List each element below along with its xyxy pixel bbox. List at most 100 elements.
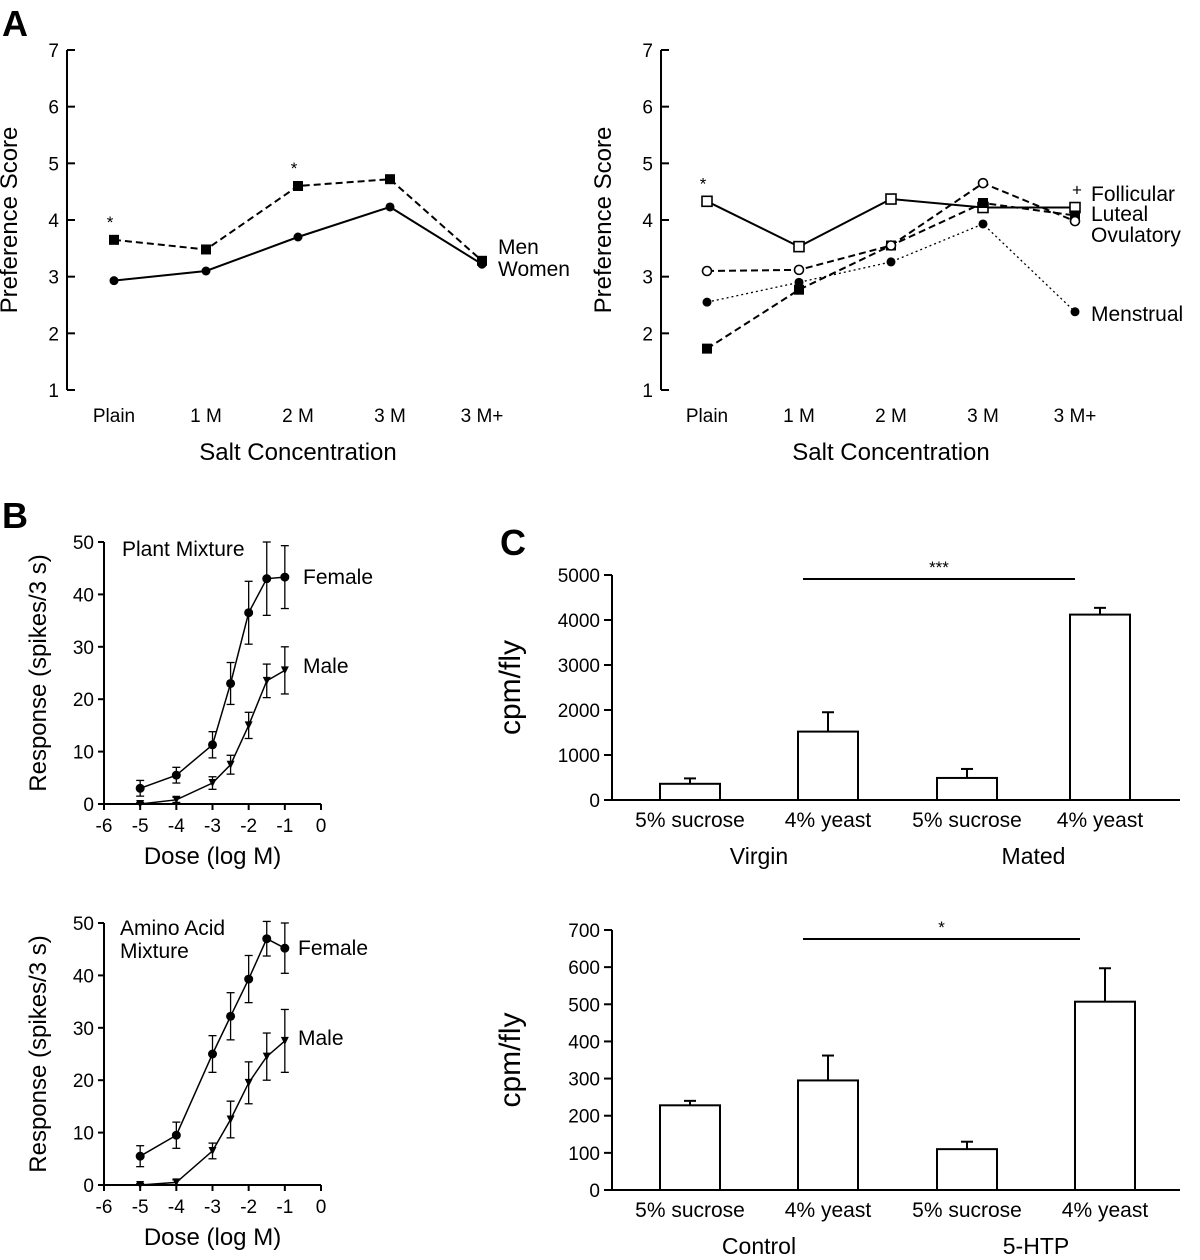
- y-tick-label: 1000: [558, 746, 600, 767]
- x-tick-label: Plain: [686, 406, 728, 427]
- panel-label-a: A: [2, 3, 28, 44]
- data-point: [701, 195, 713, 208]
- series-line-men: [113, 178, 483, 262]
- x-tick-label: -3: [204, 816, 221, 837]
- x-tick-label: 2 M: [282, 406, 314, 427]
- data-point: [244, 974, 254, 984]
- significance-mark: *: [938, 918, 945, 937]
- y-tick-label: 7: [48, 41, 59, 62]
- x-tick-label: -1: [276, 1197, 293, 1218]
- data-point: [385, 174, 395, 185]
- y-tick-label: 20: [73, 690, 94, 711]
- data-point: [885, 193, 897, 205]
- x-tick-label: -6: [96, 1197, 113, 1218]
- x-tick-label: -5: [132, 1197, 149, 1218]
- series-label: Ovulatory: [1091, 224, 1181, 247]
- y-tick-label: 4000: [558, 611, 600, 632]
- data-point: [208, 1146, 217, 1155]
- category-label: 5% sucrose: [912, 809, 1022, 832]
- x-tick-label: 3 M+: [461, 406, 504, 427]
- bar: [797, 730, 859, 801]
- data-point: [171, 1130, 181, 1140]
- significance-mark: +: [1072, 181, 1082, 200]
- category-label: 4% yeast: [785, 1199, 872, 1222]
- data-point: [226, 1011, 236, 1021]
- y-axis-title: Response (spikes/3 s): [25, 554, 52, 791]
- chart-a-left-sex-preference: 1 2 3 4 5 6 7 Plain 1 M 2 M 3 M 3 M+ Salt Concentrat…: [0, 41, 570, 466]
- data-point: [385, 202, 395, 212]
- chart-c-control-5htp: 0 100 200 300 400 500 600 700 cpm/fly 5% sucrose 4…: [494, 918, 1180, 1259]
- category-label: 4% yeast: [1062, 1199, 1149, 1222]
- y-tick-label: 5000: [558, 566, 600, 587]
- bar: [936, 1148, 998, 1191]
- chart-title: Plant Mixture: [122, 538, 245, 561]
- data-point: [135, 1151, 145, 1161]
- x-tick-label: 1 M: [190, 406, 222, 427]
- data-point: [793, 264, 805, 276]
- data-point: [208, 779, 217, 788]
- data-point: [172, 1178, 181, 1187]
- data-point: [171, 770, 181, 780]
- panel-label-c: C: [500, 522, 526, 563]
- y-tick-label: 0: [589, 791, 600, 812]
- bar: [1069, 613, 1131, 801]
- data-point: [794, 277, 804, 287]
- x-axis-title: Salt Concentration: [792, 439, 989, 466]
- significance-mark: *: [700, 174, 707, 193]
- data-point: [172, 795, 181, 804]
- data-point: [794, 284, 804, 295]
- y-tick-label: 30: [73, 1019, 94, 1040]
- series-label: Menstrual: [1091, 303, 1183, 326]
- x-tick-label: 1 M: [783, 406, 815, 427]
- data-point: [702, 343, 712, 354]
- x-tick-label: -4: [168, 1197, 185, 1218]
- data-point: [262, 676, 271, 685]
- x-axis-title: Dose (log M): [144, 1224, 281, 1251]
- x-tick-label: Plain: [93, 406, 135, 427]
- group-label: 5-HTP: [1003, 1233, 1069, 1259]
- y-tick-label: 2000: [558, 701, 600, 722]
- x-tick-label: -4: [168, 816, 185, 837]
- bar: [1074, 1000, 1136, 1192]
- data-point: [293, 232, 303, 242]
- y-tick-label: 0: [83, 1176, 94, 1197]
- category-label: 5% sucrose: [635, 809, 745, 832]
- chart-b-plant-mixture: 0 10 20 30 40 50 -6 -5 -4 -3 -2 -1 0 Dose (log M) Resp…: [25, 533, 373, 870]
- y-tick-label: 3: [48, 268, 59, 289]
- data-point: [1069, 215, 1081, 227]
- series-label: Male: [298, 1027, 344, 1050]
- y-tick-label: 20: [73, 1071, 94, 1092]
- data-point: [244, 721, 253, 730]
- category-label: 4% yeast: [1057, 809, 1144, 832]
- y-tick-label: 1: [48, 381, 59, 402]
- x-tick-label: -5: [132, 816, 149, 837]
- data-point: [136, 1181, 145, 1189]
- category-label: 5% sucrose: [635, 1199, 745, 1222]
- chart-b-amino-acid-mixture: 0 10 20 30 40 50 -6 -5 -4 -3 -2 -1 0 Dose (log M) Resp…: [25, 914, 368, 1251]
- series-label: Men: [498, 236, 539, 259]
- chart-a-right-menstrual-phase: 1 2 3 4 5 6 7 Plain 1 M 2 M 3 M 3 M+ Salt Concentrat…: [590, 41, 1183, 466]
- series-label: Follicular: [1091, 183, 1175, 206]
- series-label: Male: [303, 655, 349, 678]
- data-point: [701, 265, 713, 277]
- data-point: [136, 800, 145, 808]
- data-point: [886, 257, 896, 267]
- data-point: [109, 276, 119, 286]
- data-point: [1070, 210, 1080, 221]
- series-label: Female: [298, 937, 368, 960]
- data-point: [262, 574, 272, 584]
- x-tick-label: -2: [240, 1197, 257, 1218]
- series-line-luteal: [706, 201, 1076, 350]
- x-tick-label: 3 M+: [1054, 406, 1097, 427]
- data-point: [201, 266, 211, 276]
- data-point: [226, 678, 236, 688]
- y-tick-label: 600: [568, 958, 600, 979]
- y-tick-label: 6: [48, 98, 59, 119]
- y-tick-label: 30: [73, 638, 94, 659]
- y-tick-label: 200: [568, 1107, 600, 1128]
- y-tick-label: 1: [642, 381, 653, 402]
- y-tick-label: 3: [642, 268, 653, 289]
- bar: [659, 1104, 721, 1192]
- category-label: 4% yeast: [785, 809, 872, 832]
